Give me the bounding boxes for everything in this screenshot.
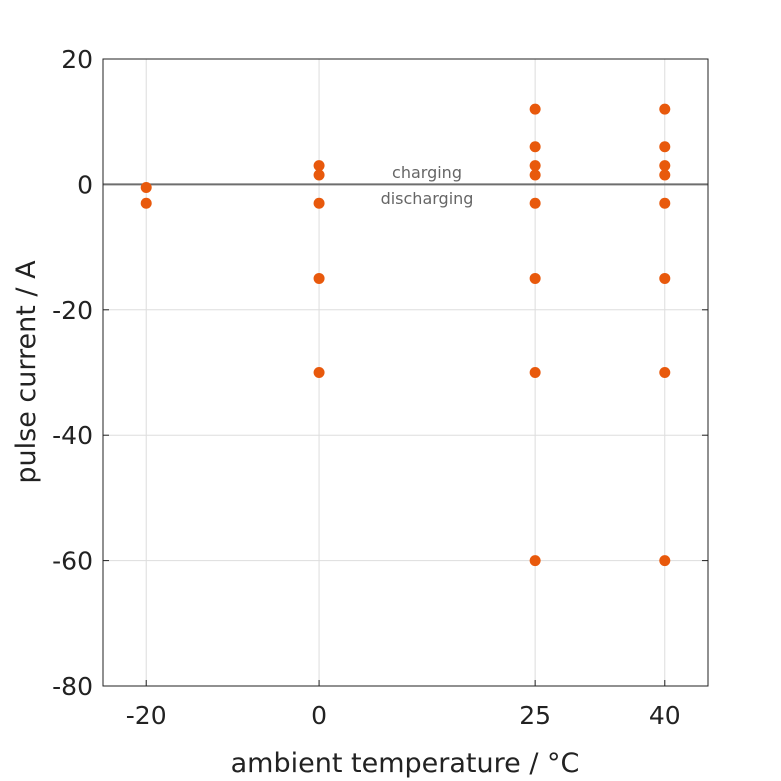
data-point [313,197,325,209]
data-point [529,555,541,567]
data-point [529,367,541,378]
y-tick-label: 0 [77,170,93,199]
grid [103,58,708,687]
data-point [313,169,325,181]
data-point [313,160,325,172]
y-tick-labels: 20 0 -20 -40 -60 -80 [52,45,93,701]
data-point [529,160,541,172]
x-tick-label: 25 [519,701,551,730]
x-tick-label: 0 [311,701,327,730]
data-point [529,141,541,153]
y-axis-label: pulse current / A [11,260,42,484]
x-axis-label: ambient temperature / °C [231,748,580,779]
data-point [140,182,152,194]
y-tick-label: -60 [52,547,93,576]
data-point [659,197,671,209]
x-tick-label: 40 [649,701,681,730]
data-point [140,197,152,209]
annotation-discharging: discharging [381,189,474,208]
x-tick-label: -20 [126,701,167,730]
data-point [529,169,541,181]
x-tick-labels: -20 0 25 40 [126,701,681,730]
plot-frame [102,58,709,687]
data-point [659,160,671,172]
data-point [313,367,325,378]
data-point [659,169,671,181]
data-point [529,272,541,284]
annotation-charging: charging [392,163,462,182]
y-tick-label: 20 [61,45,93,74]
data-point [529,197,541,209]
data-points [140,103,671,567]
data-point [659,367,671,378]
data-point [659,103,671,115]
data-point [529,103,541,115]
data-point [659,272,671,284]
y-tick-label: -80 [52,672,93,701]
data-point [313,272,325,284]
data-point [659,555,671,567]
y-tick-label: -20 [52,296,93,325]
data-point [659,141,671,153]
y-tick-label: -40 [52,421,93,450]
